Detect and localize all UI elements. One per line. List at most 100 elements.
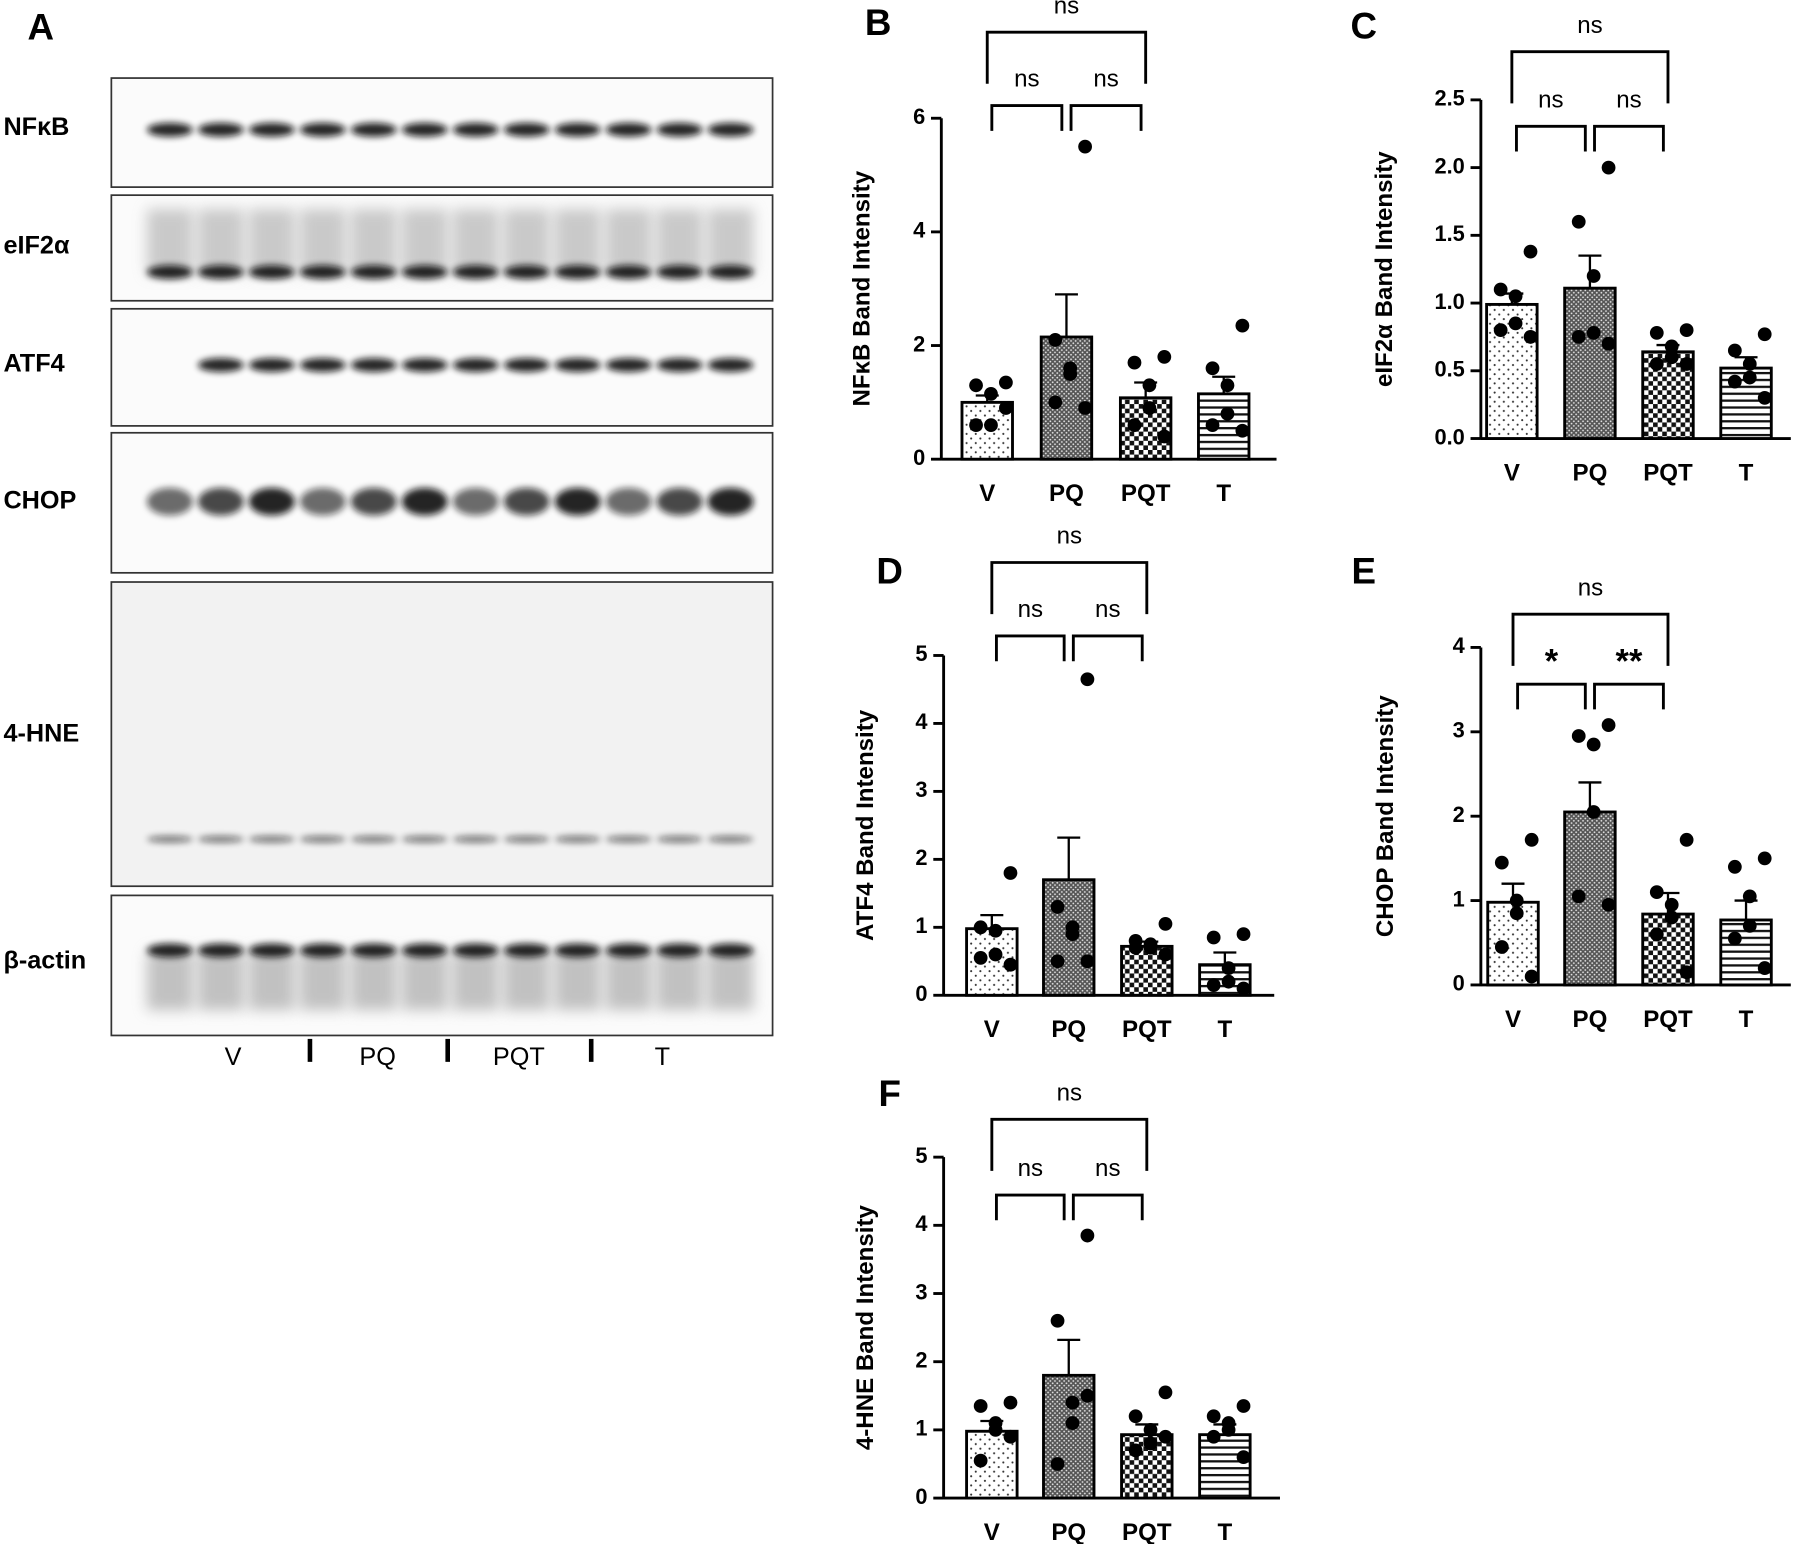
data-point (999, 401, 1013, 415)
data-point (1664, 910, 1679, 925)
significance-bracket (1069, 104, 1143, 131)
blot-band (248, 835, 295, 843)
blot-row-label: β-actin (3, 947, 86, 975)
blot-smear (248, 950, 295, 1011)
significance-bracket (990, 1117, 1149, 1171)
y-tick-label: 1.5 (1434, 221, 1464, 246)
data-point (1571, 889, 1586, 904)
blot-smear (248, 208, 295, 275)
data-point (1158, 1385, 1173, 1400)
data-point (1523, 330, 1538, 344)
data-point (1003, 866, 1018, 880)
data-point (1664, 350, 1679, 365)
data-point (1649, 885, 1664, 900)
y-tick-label: 1 (915, 913, 927, 938)
panel-label: B (865, 2, 892, 43)
blot-band (707, 122, 754, 137)
blot-band (248, 122, 295, 137)
blot-band (656, 943, 703, 958)
blot-row-label: 4-HNE (3, 719, 79, 747)
y-tick-label: 0 (1453, 971, 1465, 996)
x-tick-label: PQ (1051, 1016, 1086, 1043)
data-point (1048, 395, 1063, 410)
y-tick-label: 2.0 (1434, 153, 1464, 178)
blot-band (401, 943, 448, 958)
blot-band (248, 487, 295, 516)
blot-smear (299, 950, 346, 1011)
data-point (1236, 1450, 1251, 1465)
blot-band (554, 358, 601, 372)
blot-band (197, 943, 244, 958)
blot-smear (299, 208, 346, 275)
blot-row-label: NFκB (3, 113, 69, 141)
x-tick-label: PQT (1122, 1016, 1172, 1043)
blot-row-label: ATF4 (3, 350, 64, 378)
significance-bracket (994, 634, 1066, 662)
y-tick-label: 0.0 (1434, 424, 1464, 449)
blot-band (503, 358, 550, 372)
data-point (1757, 851, 1772, 866)
blot-band (350, 943, 397, 958)
data-point (1063, 367, 1078, 381)
blot-group-label: V (225, 1043, 242, 1071)
data-point (1050, 1457, 1065, 1471)
y-tick-label: 6 (913, 104, 925, 129)
data-point (1679, 357, 1694, 371)
data-point (988, 1423, 1003, 1437)
data-point (1586, 805, 1601, 819)
blot-band (299, 835, 346, 843)
data-point (1508, 316, 1523, 331)
blot-band (146, 265, 193, 279)
blot-band (605, 265, 652, 279)
x-tick-label: PQT (1122, 1519, 1172, 1544)
data-point (1065, 927, 1080, 942)
significance-label: ** (1616, 643, 1643, 681)
blot-smear (197, 208, 244, 275)
data-point (1221, 974, 1236, 989)
data-point (1206, 1429, 1221, 1444)
data-point (1509, 893, 1524, 908)
data-point (1494, 940, 1509, 954)
significance-bracket (1593, 682, 1665, 710)
significance-label: ns (1057, 523, 1082, 550)
data-point (1128, 1409, 1143, 1424)
blot-band (656, 265, 703, 279)
significance-label: ns (1018, 1155, 1043, 1182)
data-point (1065, 1416, 1080, 1430)
blot-band (299, 358, 346, 372)
significance-bracket (1071, 1193, 1144, 1221)
blot-smear (656, 208, 703, 275)
y-tick-label: 5 (915, 1143, 927, 1168)
blot-band (656, 358, 703, 372)
data-point (1523, 244, 1538, 259)
panel-label: F (878, 1073, 900, 1114)
data-point (1664, 339, 1679, 354)
data-point (1221, 961, 1236, 975)
x-tick-label: V (1504, 459, 1520, 486)
data-point (1649, 927, 1664, 942)
significance-label: ns (1095, 1155, 1120, 1182)
data-point (1236, 1399, 1251, 1413)
data-point (1142, 378, 1157, 393)
data-point (1742, 357, 1757, 371)
significance-bracket (994, 1193, 1066, 1221)
blot-band (707, 487, 754, 516)
y-tick-label: 4 (913, 218, 925, 243)
significance-label: ns (1018, 596, 1043, 623)
blot-band (452, 358, 499, 372)
x-tick-label: T (1218, 1519, 1233, 1544)
x-tick-label: PQT (1643, 1006, 1693, 1033)
blot-band (554, 265, 601, 279)
data-point (1493, 282, 1508, 297)
blot-smear (554, 950, 601, 1011)
data-point (1586, 737, 1601, 752)
blot-band (197, 487, 244, 516)
blot-band (452, 265, 499, 279)
blot-band (350, 265, 397, 279)
data-point (1221, 1423, 1236, 1437)
blot-band (605, 358, 652, 372)
data-point (1080, 672, 1095, 687)
data-point (1493, 323, 1508, 338)
data-point (1143, 1436, 1158, 1451)
data-point (1080, 954, 1095, 969)
